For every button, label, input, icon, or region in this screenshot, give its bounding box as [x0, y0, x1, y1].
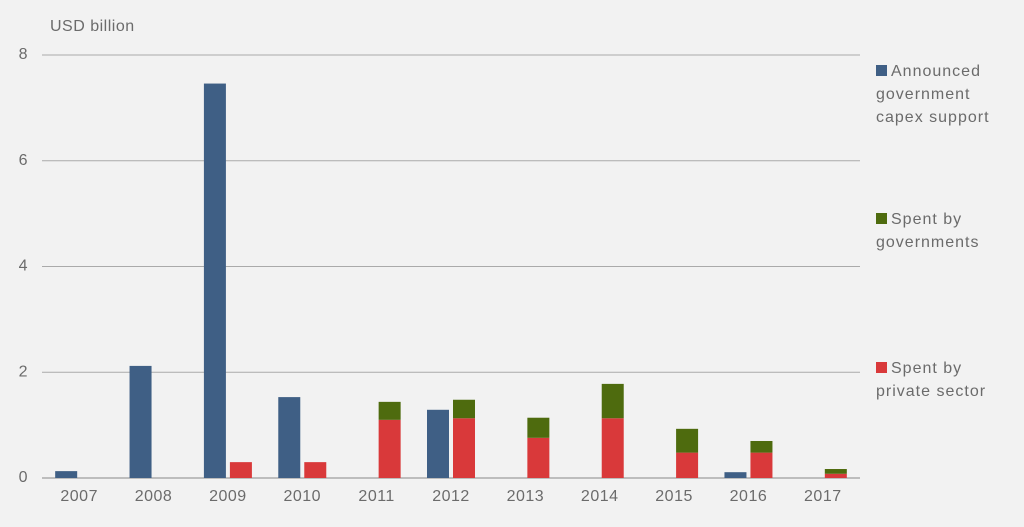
y-tick-label: 2	[19, 363, 28, 380]
bar-segment	[601, 418, 624, 478]
bar	[278, 397, 301, 478]
legend-swatch	[876, 65, 887, 76]
bar	[203, 83, 226, 479]
x-tick-label: 2013	[507, 488, 545, 505]
x-tick-label: 2014	[581, 488, 619, 505]
y-tick-label: 4	[19, 258, 28, 275]
bar-segment	[304, 462, 327, 478]
y-axis-label: USD billion	[50, 18, 135, 35]
x-tick-label: 2007	[60, 488, 98, 505]
x-tick-label: 2017	[804, 488, 842, 505]
bar	[129, 365, 152, 478]
bar-segment	[676, 452, 699, 478]
x-tick-label: 2012	[432, 488, 470, 505]
bar-segment	[229, 462, 252, 478]
x-tick-label: 2011	[358, 488, 394, 505]
bar-segment	[750, 452, 773, 478]
bar-segment	[601, 383, 624, 419]
bar-segment	[527, 417, 550, 438]
y-tick-label: 8	[19, 46, 28, 63]
x-tick-label: 2015	[655, 488, 693, 505]
bar-segment	[676, 428, 699, 453]
bar-segment	[527, 437, 550, 478]
legend-label: Spent by private sector	[876, 360, 987, 400]
legend-swatch	[876, 213, 887, 224]
legend-swatch	[876, 362, 887, 373]
legend-label: Spent by governments	[876, 211, 980, 251]
bar-segment	[453, 418, 475, 478]
bar-segment	[378, 401, 401, 420]
x-tick-label: 2008	[135, 488, 173, 505]
legend-entry: Spent by governments	[876, 208, 1006, 254]
x-tick-label: 2016	[730, 488, 768, 505]
y-tick-label: 6	[19, 152, 28, 169]
bar-segment	[824, 473, 847, 478]
bar	[55, 471, 78, 478]
x-tick-label: 2010	[283, 488, 321, 505]
bar	[427, 409, 449, 478]
bar-segment	[453, 399, 475, 419]
bar-segment	[378, 419, 401, 478]
bar-segment	[750, 440, 773, 453]
y-tick-label: 0	[19, 469, 28, 486]
bar	[724, 472, 747, 478]
bar-segment	[824, 469, 847, 474]
legend-entry: Announced government capex support	[876, 60, 1006, 129]
legend-entry: Spent by private sector	[876, 357, 1006, 403]
legend-label: Announced government capex support	[876, 63, 990, 126]
x-tick-label: 2009	[209, 488, 247, 505]
